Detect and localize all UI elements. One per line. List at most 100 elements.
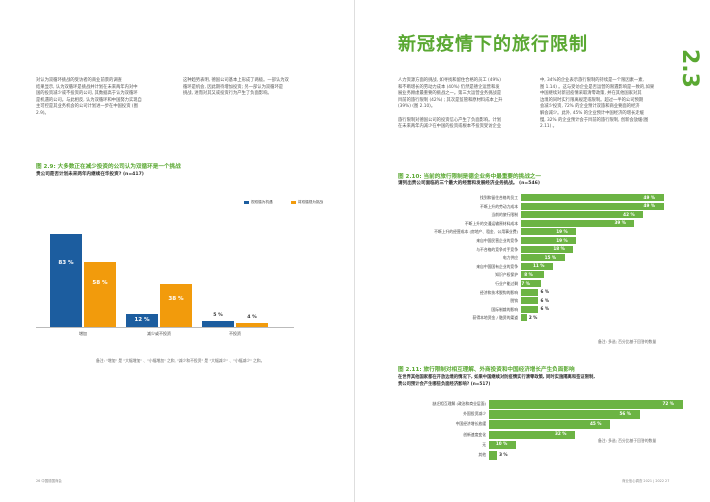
fig29-subtitle: 贵公司是否计划未来两年内继续在华投资? (n=417)	[36, 172, 144, 177]
x-axis	[36, 327, 294, 328]
fig210-category-label: 不断上升的劳动力成本	[480, 203, 518, 209]
left-paragraph-1: 对认为双循环挑战的受访者的商业前景的调查 结果显示, 认为双循环是挑战并计划在未…	[36, 78, 142, 116]
fig210-category-label: 知识产权保护	[495, 272, 518, 278]
fig29-category-label: 不投资	[229, 331, 241, 336]
fig211-bar	[489, 440, 516, 450]
right-paragraph-1: 人力资源方面的挑战, 如寻找和留住合格的员工 (49%) 和不断增长的劳动力成本…	[398, 78, 503, 130]
left-paragraph-2: 这种趋势表明, 德国公司基本上形成了两极。一部认为双 循环是机会, 因此期待增加…	[183, 78, 289, 97]
fig211-category-label: 创新速度变化	[463, 431, 486, 437]
fig211-title: 图 2.11: 旅行限制对相互理解、外商投资和中国经济增长产生负面影响	[398, 367, 575, 373]
fig211-bar	[489, 420, 610, 430]
fig29-note: 备注: "增加" 是 "大幅增加" 、"小幅增加" 之和, "减少和不投资" 是…	[96, 358, 265, 363]
fig211-value-label: 32 %	[555, 431, 567, 437]
fig210-bar	[521, 254, 565, 262]
fig210-category-label: 找到和留住合格的员工	[480, 195, 518, 200]
fig210-value-label: 6 %	[540, 297, 550, 303]
fig29-bar	[160, 284, 192, 327]
fig210-bar	[521, 211, 644, 219]
fig211-subtitle-2: 贵公司预计会产生哪些负面经济影响? (n=517)	[398, 382, 491, 387]
fig211-category-label: 无	[482, 441, 486, 447]
fig210-value-label: 39 %	[614, 220, 626, 226]
fig210-bar	[521, 219, 635, 227]
fig210-value-label: 49 %	[643, 203, 656, 209]
fig210-value-label: 2 %	[528, 314, 538, 320]
fig29-bar-label: 5 %	[213, 313, 223, 319]
legend-swatch-orange	[291, 200, 296, 205]
fig210-category-label: 来自中国民营企业的竞争	[476, 238, 518, 243]
fig211-bar	[489, 451, 498, 460]
fig210-value-label: 18 %	[553, 246, 565, 252]
fig29-bar-label: 83 %	[58, 260, 74, 267]
fig210-value-label: 11 %	[533, 263, 545, 269]
footer-left: 26 中国德国商会	[36, 479, 62, 483]
fig210-category-label: 当前的旅行限制	[491, 212, 518, 218]
fig210-category-label: 不断上升的交通运输原材料成本	[464, 220, 518, 226]
fig211-value-label: 72 %	[662, 400, 674, 406]
fig29-chart: 视双循为机遇 将双循视为挑战 83 % 58 % 增加 12 % 38 % 减少或不投资 5…	[36, 186, 336, 346]
right-paragraph-2: 中, 34%的企业表示旅行限制的持续是一个限因素一素, 图 1.14) 。这与受…	[540, 78, 655, 130]
fig211-value-label: 10 %	[495, 441, 508, 447]
fig210-value-label: 19 %	[556, 237, 568, 243]
fig211-bar	[489, 400, 683, 409]
fig211-bar	[489, 430, 575, 440]
fig210-category-label: 电力供应	[502, 255, 518, 261]
fig211-category-label: 缺乏相互理解 (政治和商业层面)	[432, 401, 486, 406]
fig210-bar	[521, 245, 574, 253]
fig210-bar	[521, 280, 542, 288]
fig210-value-label: 49 %	[643, 194, 656, 200]
fig29-bar	[236, 322, 268, 327]
fig29-title: 图 2.9: 大多数正在减少投资的公司认为双循环是一个挑战	[36, 164, 181, 170]
fig211-bar	[489, 410, 640, 419]
fig210-value-label: 42 %	[623, 211, 635, 217]
fig210-bar	[521, 202, 664, 210]
fig29-bar	[84, 262, 116, 327]
fig210-value-label: 8 %	[524, 271, 533, 277]
footer-right: 商业信心调查 2021 | 2022 27	[622, 479, 670, 483]
fig210-bar	[521, 228, 577, 236]
fig210-value-label: 15 %	[544, 254, 557, 260]
fig210-value-label: 19 %	[556, 228, 568, 234]
fig29-bar-label: 38 %	[168, 296, 184, 303]
fig211-value-label: 56 %	[619, 410, 631, 416]
fig210-category-label: 行业产能过剩	[495, 281, 518, 286]
fig210-subtitle: 请列出贵公司面临的三个最大的经营和发展经济业务挑战。 (n=546)	[398, 181, 540, 186]
fig29-bar-label: 12 %	[134, 316, 150, 323]
fig210-bar	[521, 237, 577, 245]
fig210-note: 备注: 多选; 百分比基于回答的数量	[598, 339, 657, 344]
fig210-category-label: 国际制裁的影响	[491, 306, 518, 312]
fig210-bar	[521, 271, 545, 279]
fig210-bar	[521, 194, 664, 202]
page-headline: 新冠疫情下的旅行限制	[398, 34, 588, 55]
fig210-category-label: 来自中国国有企业的竞争	[476, 263, 518, 269]
fig210-bar	[521, 262, 553, 270]
fig211-note: 备注: 多选; 百分比基于回答的数量	[598, 438, 657, 443]
fig210-category-label: 不断上升的经营成本 (房地产、租金、公用事业费)	[434, 229, 518, 235]
fig210-bar	[521, 314, 527, 322]
fig211-value-label: 3 %	[499, 451, 508, 457]
fig210-bar	[521, 305, 539, 313]
legend-opportunity: 视双循为机遇	[244, 200, 273, 205]
fig210-value-label: 6 %	[540, 306, 550, 312]
fig210-value-label: 7 %	[521, 280, 530, 286]
fig210-title: 图 2.10: 当前的旅行限制是德企业务中最重要的挑战之一	[398, 174, 541, 180]
fig29-bar	[202, 321, 234, 327]
fig210-category-label: 经济和技术脱钩的影响	[480, 289, 518, 295]
fig211-value-label: 45 %	[589, 420, 602, 426]
legend-label: 视双循为机遇	[251, 200, 273, 204]
fig210-bar	[521, 288, 539, 296]
fig211-chart: 缺乏相互理解 (政治和商业层面) 72 % 外国投资减少 56 % 中国经济增长放缓 45…	[398, 400, 683, 470]
fig211-category-label: 其他	[478, 452, 486, 457]
left-page: 对认为双循环挑战的受访者的商业前景的调查 结果显示, 认为双循环是挑战并计划在未…	[0, 0, 355, 502]
fig210-category-label: 获得本地资金 / 融资的渠道	[472, 315, 518, 321]
fig29-bar	[50, 234, 82, 327]
fig211-subtitle-1: 在世界其他国家都在开放边境的情况下, 如果中国继续对防疫情实行清零政策, 同时实…	[398, 375, 595, 380]
section-number: 2.3	[677, 48, 702, 88]
fig210-value-label: 6 %	[540, 289, 550, 295]
legend-challenge: 将双循视为挑战	[291, 200, 323, 205]
fig210-category-label: 与不合格的竞争对手竞争	[476, 246, 518, 252]
fig211-category-label: 中国经济增长放缓	[455, 421, 486, 427]
fig210-category-label: 脱钩	[510, 298, 518, 304]
fig29-category-label: 减少或不投资	[147, 331, 171, 336]
fig29-bar	[126, 313, 158, 327]
fig210-chart: 找到和留住合格的员工 49 % 不断上升的劳动力成本 49 % 当前的旅行限制 42 % 不…	[398, 194, 678, 344]
